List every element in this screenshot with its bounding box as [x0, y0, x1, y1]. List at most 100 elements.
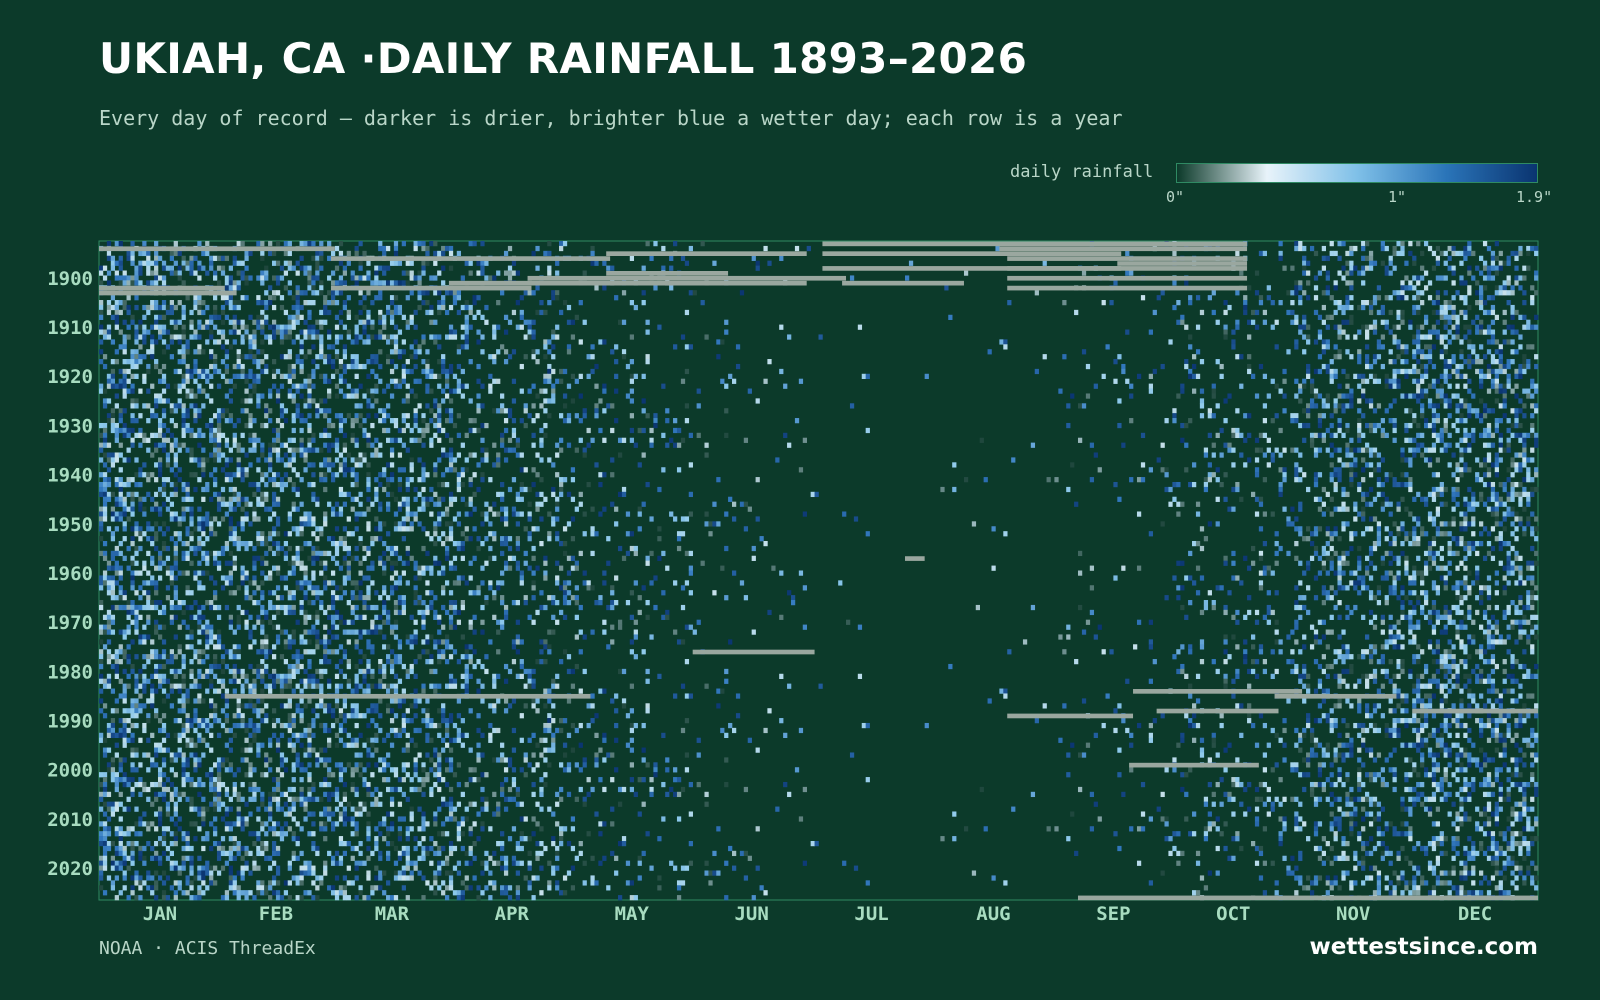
day-cell [1333, 531, 1338, 537]
day-cell [448, 447, 454, 453]
day-cell [378, 319, 383, 325]
day-cell [264, 265, 269, 271]
day-cell [1459, 437, 1464, 443]
day-cell [307, 275, 312, 281]
day-cell [1459, 250, 1464, 257]
day-cell [1490, 442, 1496, 448]
day-cell [614, 359, 619, 365]
day-cell [405, 516, 410, 522]
day-cell [1325, 540, 1330, 547]
day-cell [118, 486, 123, 493]
day-cell [1239, 270, 1244, 276]
day-cell [311, 531, 316, 537]
day-cell [193, 550, 198, 557]
day-cell [1510, 521, 1515, 527]
day-cell [401, 363, 406, 370]
day-cell [1518, 521, 1523, 527]
day-cell [484, 422, 489, 429]
day-cell [720, 339, 725, 345]
day-cell [216, 491, 222, 498]
day-cell [1514, 422, 1519, 429]
day-cell [1510, 422, 1515, 429]
day-cell [1423, 457, 1429, 463]
day-cell [346, 250, 351, 257]
day-cell [1148, 329, 1153, 335]
day-cell [665, 418, 670, 424]
day-cell [484, 260, 489, 266]
day-cell [386, 280, 391, 286]
day-cell [480, 241, 485, 247]
day-cell [389, 339, 395, 345]
day-cell [1459, 309, 1464, 316]
day-cell [1113, 359, 1118, 365]
day-cell [1211, 472, 1216, 478]
day-cell [252, 354, 257, 360]
day-cell [260, 319, 265, 325]
day-cell [122, 373, 127, 379]
day-cell [724, 545, 729, 552]
day-cell [1278, 250, 1283, 257]
day-cell [1321, 349, 1326, 355]
day-cell [146, 270, 151, 276]
day-cell [150, 280, 155, 286]
day-cell [252, 388, 257, 394]
day-cell [1353, 501, 1358, 507]
day-cell [256, 536, 261, 542]
day-cell [271, 324, 277, 330]
day-cell [409, 477, 414, 483]
day-cell [1443, 275, 1448, 281]
day-cell [476, 393, 481, 399]
day-cell [1180, 383, 1185, 389]
day-cell [185, 447, 190, 453]
day-cell [527, 329, 532, 335]
day-cell [236, 418, 241, 424]
day-cell [425, 472, 430, 478]
day-cell [118, 344, 123, 350]
day-cell [350, 555, 355, 561]
day-cell [496, 408, 501, 414]
day-cell [283, 354, 289, 360]
day-cell [500, 403, 505, 409]
day-cell [1223, 442, 1228, 448]
day-cell [142, 472, 147, 478]
day-cell [1266, 285, 1271, 291]
day-cell [193, 418, 198, 424]
day-cell [342, 467, 347, 473]
day-cell [386, 413, 391, 419]
day-cell [260, 329, 265, 335]
day-cell [232, 363, 237, 370]
day-cell [641, 452, 646, 458]
day-cell [676, 467, 682, 473]
day-cell [1258, 555, 1264, 561]
day-cell [405, 398, 410, 404]
day-cell [224, 437, 230, 443]
day-cell [386, 477, 391, 483]
day-cell [1392, 265, 1397, 271]
day-cell [173, 260, 178, 266]
day-cell [1467, 241, 1472, 247]
day-cell [1486, 363, 1492, 370]
day-cell [1321, 245, 1326, 252]
day-cell [150, 413, 155, 419]
day-cell [299, 255, 304, 261]
day-cell [295, 545, 300, 552]
day-cell [330, 363, 336, 370]
day-cell [181, 383, 186, 389]
day-cell [1431, 300, 1437, 306]
day-cell [1231, 550, 1236, 557]
day-cell [433, 540, 438, 547]
day-cell [370, 540, 375, 547]
day-cell [480, 472, 485, 478]
day-cell [315, 413, 320, 419]
day-cell [291, 265, 296, 271]
day-cell [1482, 462, 1488, 468]
day-cell [437, 413, 442, 419]
day-cell [1215, 521, 1220, 527]
day-cell [539, 477, 544, 483]
day-cell [1184, 442, 1189, 448]
day-cell [1522, 452, 1527, 458]
day-cell [1294, 413, 1299, 419]
day-cell [1172, 408, 1177, 414]
day-cell [122, 501, 127, 507]
day-cell [366, 437, 371, 443]
